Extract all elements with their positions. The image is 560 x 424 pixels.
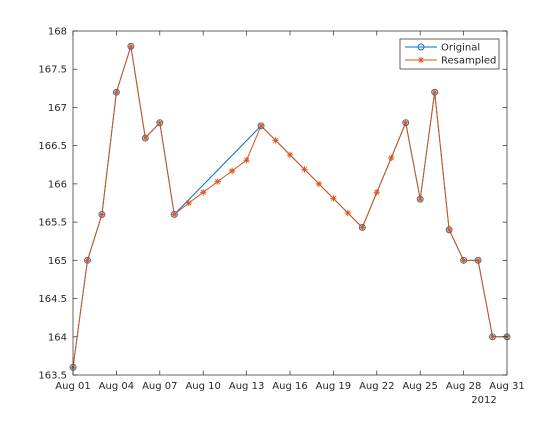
star-stroke — [215, 178, 221, 185]
star-stroke — [200, 189, 206, 195]
x-tick-label: Aug 25 — [402, 381, 437, 392]
x-tick-label: Aug 28 — [446, 381, 481, 392]
star-stroke — [258, 123, 264, 129]
y-tick-label: 167.5 — [38, 65, 67, 76]
data-point-resampled — [98, 211, 106, 218]
axes-layer: 163.5 164 164.5 165 165.5 166 166.5 167 167.5 168… — [38, 27, 524, 407]
y-tick-label: 163.5 — [38, 371, 67, 382]
data-point-resampled — [460, 257, 467, 264]
legend: Original Resampled — [399, 38, 500, 70]
y-tick-label: 164 — [48, 332, 67, 343]
data-point-resampled — [257, 122, 265, 129]
star-stroke — [142, 135, 148, 141]
star-stroke — [446, 227, 452, 233]
star-stroke — [272, 137, 279, 143]
star-stroke — [243, 157, 250, 163]
star-stroke — [157, 120, 163, 126]
x-tick-label: Aug 19 — [316, 381, 351, 392]
data-point-resampled — [373, 189, 380, 196]
data-point-resampled — [127, 43, 135, 50]
x-tick-label: Aug 13 — [229, 381, 264, 392]
x-tick-label: Aug 31 — [489, 381, 524, 392]
star-stroke — [171, 211, 177, 218]
star-stroke — [99, 211, 105, 218]
y-tick-label: 168 — [48, 27, 67, 38]
legend-entry-resampled: Resampled — [405, 56, 496, 67]
star-stroke — [460, 257, 467, 263]
y-tick-label: 164.5 — [38, 294, 67, 305]
star-stroke — [489, 334, 496, 340]
star-stroke — [186, 200, 192, 206]
y-tick-label: 165.5 — [38, 218, 67, 229]
star-stroke — [301, 166, 308, 172]
legend-marker — [417, 43, 425, 51]
plot-background — [73, 31, 507, 375]
star-stroke — [287, 152, 293, 158]
star-stroke — [345, 210, 351, 216]
data-point-resampled — [272, 137, 279, 144]
star-stroke — [475, 257, 481, 263]
data-point-resampled — [445, 226, 453, 233]
legend-label: Resampled — [441, 56, 496, 67]
star-stroke — [330, 195, 337, 202]
legend-label: Original — [441, 43, 480, 54]
y-tick-label: 167 — [48, 103, 67, 114]
data-point-resampled — [185, 199, 192, 207]
data-point-resampled — [200, 189, 207, 196]
y-tick-label: 165 — [48, 256, 67, 267]
data-point-resampled — [359, 224, 366, 231]
star-stroke — [417, 196, 423, 202]
data-point-resampled — [84, 257, 91, 264]
legend-box — [399, 38, 500, 70]
data-point-resampled — [315, 180, 323, 188]
data-point-resampled — [142, 134, 149, 142]
data-point-resampled — [330, 195, 337, 202]
star-stroke — [84, 257, 91, 263]
x-tick-label: Aug 04 — [99, 381, 134, 392]
star-stroke — [113, 89, 120, 95]
data-point-resampled — [417, 195, 424, 203]
x-year-label: 2012 — [471, 395, 496, 406]
data-point-resampled — [113, 88, 120, 96]
x-tick-label: Aug 01 — [55, 381, 90, 392]
data-point-resampled — [243, 156, 250, 164]
y-tick-label: 166 — [48, 179, 67, 190]
x-tick-label: Aug 22 — [359, 381, 394, 392]
data-point-resampled — [228, 167, 236, 175]
legend-entry-original: Original — [405, 43, 480, 54]
y-tick-label: 166.5 — [38, 141, 67, 152]
data-point-resampled — [214, 178, 221, 185]
data-point-resampled — [344, 209, 352, 217]
legend-marker — [417, 56, 425, 64]
data-point-resampled — [301, 166, 308, 173]
x-tick-label: Aug 16 — [272, 381, 307, 392]
data-point-resampled — [388, 154, 395, 162]
star-stroke — [418, 57, 424, 63]
data-point-resampled — [156, 119, 163, 126]
star-stroke — [359, 224, 365, 231]
star-stroke — [316, 181, 322, 187]
star-stroke — [388, 155, 394, 161]
data-point-resampled — [474, 257, 482, 264]
star-stroke — [403, 120, 409, 126]
data-point-resampled — [286, 151, 294, 159]
star-stroke — [432, 89, 438, 95]
x-tick-label: Aug 10 — [185, 381, 220, 392]
x-tick-label: Aug 07 — [142, 381, 177, 392]
star-stroke — [374, 189, 380, 195]
data-point-resampled — [431, 88, 438, 96]
data-point-resampled — [171, 211, 178, 218]
data-point-resampled — [402, 119, 409, 126]
data-point-resampled — [489, 333, 496, 340]
star-stroke — [229, 168, 235, 174]
star-stroke — [128, 43, 134, 49]
